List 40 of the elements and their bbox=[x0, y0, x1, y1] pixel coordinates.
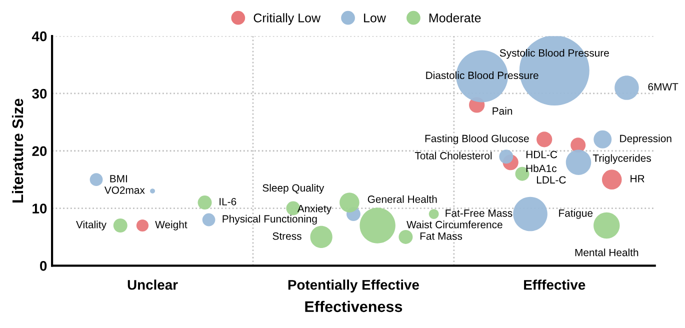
annotation: IL-6 bbox=[220, 198, 236, 206]
y-tick-label: 10 bbox=[32, 204, 47, 214]
legend-label: Low bbox=[364, 14, 386, 22]
annotation: Pain bbox=[492, 107, 512, 115]
annotation: Waist Circumference bbox=[406, 220, 502, 228]
x-tick-label: Potentially Effective bbox=[288, 280, 419, 293]
legend-label: Critially Low bbox=[254, 13, 321, 25]
y-tick-label: 30 bbox=[32, 88, 47, 99]
annotation: Anxiety bbox=[297, 204, 332, 214]
annotation: HDL-C bbox=[526, 150, 558, 158]
x-tick-label: Unclear bbox=[128, 280, 178, 290]
annotation: Triglycerides bbox=[592, 154, 651, 164]
annotation: Systolic Blood Pressure bbox=[500, 49, 609, 59]
x-axis-title: Effectiveness bbox=[305, 300, 402, 312]
annotation: Physical Functioning bbox=[222, 214, 317, 225]
annotation: HbA1c bbox=[526, 164, 557, 172]
annotation: Total Cholesterol bbox=[414, 152, 492, 160]
annotation: BMI bbox=[110, 175, 127, 182]
legend-label: Moderate bbox=[429, 13, 481, 22]
annotation: Diastolic Blood Pressure bbox=[426, 71, 538, 80]
annotation: 6MWT bbox=[648, 83, 678, 91]
y-tick-label: 40 bbox=[32, 31, 47, 42]
annotation: Weight bbox=[155, 220, 188, 230]
y-tick-label: 0 bbox=[40, 261, 47, 271]
annotation: Depression bbox=[620, 134, 672, 144]
annotation: Fat Mass bbox=[420, 232, 462, 240]
annotation: Fatigue bbox=[559, 209, 593, 219]
annotation: LDL-C bbox=[536, 176, 566, 184]
y-tick-label: 20 bbox=[32, 146, 47, 156]
annotation: Vitality bbox=[76, 220, 106, 230]
annotation: Fat-Free Mass bbox=[446, 210, 512, 217]
annotation: HR bbox=[630, 175, 644, 182]
y-axis-title: Literature Size bbox=[12, 98, 24, 202]
annotation: Stress bbox=[272, 232, 302, 240]
annotation: Fasting Blood Glucose bbox=[425, 134, 529, 144]
annotation: Mental Health bbox=[575, 248, 638, 256]
annotation: Sleep Quality bbox=[262, 184, 324, 194]
annotation: VO2max bbox=[104, 186, 145, 194]
x-tick-label: Efffective bbox=[524, 280, 586, 290]
annotation: General Health bbox=[368, 195, 437, 203]
